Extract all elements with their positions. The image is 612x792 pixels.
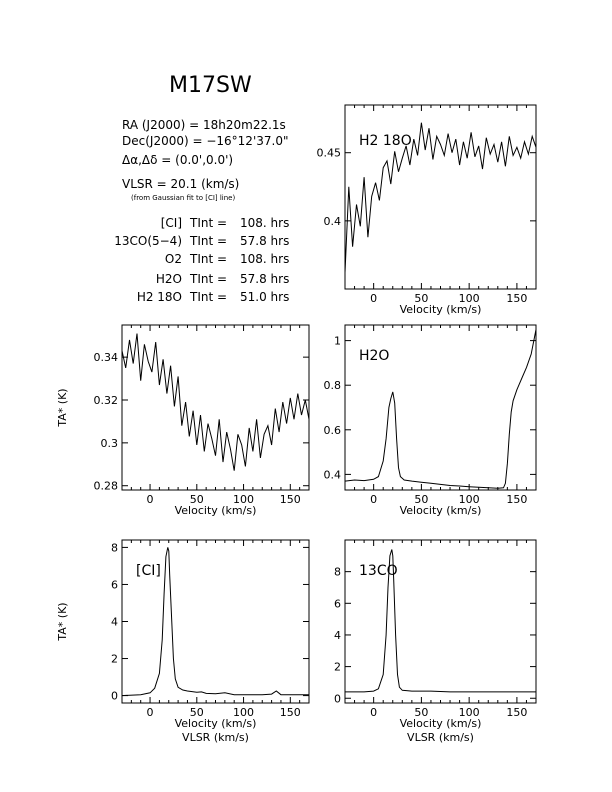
x-tick-label: 0 xyxy=(370,706,377,719)
panel-frame xyxy=(121,324,310,491)
integration-species: [CI] xyxy=(161,216,182,230)
x-tick-label: 150 xyxy=(280,706,301,719)
x-axis-label: Velocity (km/s) xyxy=(400,717,482,730)
x-tick-label: 150 xyxy=(506,706,527,719)
x-tick-label: 100 xyxy=(233,493,254,506)
y-tick-label: 0.4 xyxy=(324,468,342,481)
x-tick-label: 0 xyxy=(370,292,377,305)
spectrum-line-h2o xyxy=(344,329,537,489)
x-tick-label: 0 xyxy=(147,493,154,506)
y-tick-label: 4 xyxy=(111,616,118,629)
y-tick-label: 0.32 xyxy=(94,394,119,407)
vlsr-axis-label: VLSR (km/s) xyxy=(407,731,474,744)
vlsr-axis-label: VLSR (km/s) xyxy=(182,731,249,744)
x-tick-label: 100 xyxy=(459,292,480,305)
vlsr-note: (from Gaussian fit to [CI] line) xyxy=(131,194,235,202)
integration-times: [CI] TInt = 108. hrs 13CO(5−4) TInt = 57… xyxy=(114,216,289,304)
y-tick-label: 2 xyxy=(111,653,118,666)
x-tick-label: 150 xyxy=(506,493,527,506)
integration-species: H2O xyxy=(156,272,182,286)
integration-tint-label: TInt = xyxy=(189,290,227,304)
panel-o2: 0 50 100 150 0.28 0.3 0.32 0.34 Velocity (km/s) T… xyxy=(56,324,310,517)
y-tick-label: 2 xyxy=(334,661,341,674)
x-axis-label: Velocity (km/s) xyxy=(400,303,482,316)
x-tick-label: 100 xyxy=(233,706,254,719)
x-tick-label: 0 xyxy=(147,706,154,719)
y-tick-label: 0 xyxy=(111,690,118,703)
panel-h2-18o: 0 50 100 150 0.4 0.45 Velocity (km/s) H2 18O xyxy=(317,104,537,316)
panel-label: [CI] xyxy=(136,563,161,579)
vlsr-line: VLSR = 20.1 (km/s) xyxy=(122,177,239,191)
panel-13co: 0 50 100 150 0 2 4 6 8 Velocity (km/s) 13CO xyxy=(334,539,537,730)
y-tick-label: 1 xyxy=(334,335,341,348)
y-tick-label: 8 xyxy=(334,566,341,579)
x-axis-label: Velocity (km/s) xyxy=(400,504,482,517)
figure-title: M17SW xyxy=(169,73,252,98)
panel-label: H2O xyxy=(359,348,389,364)
x-tick-label: 50 xyxy=(414,292,428,305)
integration-species: O2 xyxy=(165,252,182,266)
x-tick-label: 50 xyxy=(414,706,428,719)
panel-h2o: 0 50 100 150 0.4 0.6 0.8 1 Velocity (km/s) H2O xyxy=(324,324,537,517)
source-info: RA (J2000) = 18h20m22.1s Dec(J2000) = −1… xyxy=(122,118,288,202)
integration-tint-label: TInt = xyxy=(189,234,227,248)
integration-species: H2 18O xyxy=(137,290,182,304)
y-tick-label: 6 xyxy=(334,597,341,610)
integration-time: 108. hrs xyxy=(240,216,289,230)
y-tick-label: 0.6 xyxy=(324,424,342,437)
x-tick-label: 100 xyxy=(459,493,480,506)
dec-line: Dec(J2000) = −16°12'37.0" xyxy=(122,134,288,148)
integration-time: 57.8 hrs xyxy=(240,234,289,248)
x-tick-label: 50 xyxy=(190,706,204,719)
y-tick-label: 0 xyxy=(334,692,341,705)
x-tick-label: 150 xyxy=(506,292,527,305)
ra-line: RA (J2000) = 18h20m22.1s xyxy=(122,118,286,132)
y-axis-label: TA* (K) xyxy=(56,602,69,641)
y-tick-label: 8 xyxy=(111,541,118,554)
x-tick-label: 150 xyxy=(280,493,301,506)
integration-species: 13CO(5−4) xyxy=(114,234,182,248)
y-tick-label: 0.34 xyxy=(94,351,119,364)
spectrum-line-h2-18o xyxy=(344,122,537,273)
x-tick-label: 100 xyxy=(459,706,480,719)
y-tick-label: 0.3 xyxy=(101,437,119,450)
integration-time: 51.0 hrs xyxy=(240,290,289,304)
y-tick-label: 0.4 xyxy=(324,215,342,228)
y-tick-label: 0.28 xyxy=(94,480,119,493)
integration-tint-label: TInt = xyxy=(189,252,227,266)
panel-ci: 0 50 100 150 0 2 4 6 8 Velocity (km/s) TA* (K) [CI] xyxy=(56,539,310,730)
x-axis-label: Velocity (km/s) xyxy=(175,717,257,730)
integration-time: 57.8 hrs xyxy=(240,272,289,286)
y-axis-label: TA* (K) xyxy=(56,388,69,427)
offset-line: Δα,Δδ = (0.0',0.0') xyxy=(122,153,233,167)
x-tick-label: 50 xyxy=(414,493,428,506)
integration-tint-label: TInt = xyxy=(189,272,227,286)
y-tick-label: 4 xyxy=(334,629,341,642)
spectrum-line-ci xyxy=(121,547,309,697)
y-tick-label: 0.8 xyxy=(324,379,342,392)
panel-label: H2 18O xyxy=(359,133,412,149)
x-tick-label: 0 xyxy=(370,493,377,506)
panel-label: 13CO xyxy=(359,563,398,579)
integration-tint-label: TInt = xyxy=(189,216,227,230)
spectrum-line-o2 xyxy=(121,333,310,471)
y-tick-label: 6 xyxy=(111,578,118,591)
x-tick-label: 50 xyxy=(190,493,204,506)
x-axis-label: Velocity (km/s) xyxy=(175,504,257,517)
integration-time: 108. hrs xyxy=(240,252,289,266)
spectrum-line-13co xyxy=(345,549,536,693)
y-tick-label: 0.45 xyxy=(317,147,342,160)
